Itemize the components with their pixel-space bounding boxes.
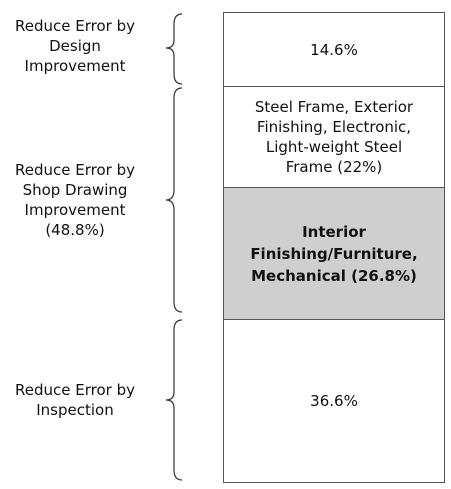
- label-line: Shop Drawing: [22, 181, 128, 199]
- category-label-shop-drawing: Reduce Error by Shop Drawing Improvement…: [0, 160, 150, 240]
- label-line: Reduce Error by: [15, 381, 135, 399]
- segment-text: Light-weight Steel: [265, 138, 403, 156]
- segment-steel-frame: Steel Frame, Exterior Finishing, Electro…: [224, 87, 444, 187]
- brace-inspection: [165, 319, 183, 481]
- label-line: Improvement: [24, 201, 126, 219]
- category-label-design: Reduce Error by Design Improvement: [0, 16, 150, 76]
- category-label-inspection: Reduce Error by Inspection: [0, 380, 150, 420]
- segment-text: Finishing/Furniture,: [250, 244, 418, 263]
- segment-design: 14.6%: [224, 13, 444, 87]
- label-line: Improvement: [24, 57, 126, 75]
- segment-text: Mechanical (26.8%): [251, 266, 417, 285]
- segment-text: Frame (22%): [285, 158, 383, 176]
- segment-text: Interior: [302, 222, 366, 241]
- segment-text: Finishing, Electronic,: [256, 118, 412, 136]
- label-line: Inspection: [36, 401, 114, 419]
- brace-shop-drawing: [165, 87, 183, 313]
- label-line: Reduce Error by: [15, 17, 135, 35]
- segment-text: 14.6%: [310, 40, 358, 59]
- brace-design: [165, 13, 183, 85]
- segment-text: 36.6%: [310, 392, 358, 410]
- label-line: Reduce Error by: [15, 161, 135, 179]
- segment-interior-finishing: Interior Finishing/Furniture, Mechanical…: [224, 187, 444, 320]
- error-breakdown-stack: 14.6% Steel Frame, Exterior Finishing, E…: [223, 12, 445, 483]
- label-line: Design: [49, 37, 101, 55]
- label-line: (48.8%): [45, 221, 105, 239]
- segment-text: Steel Frame, Exterior: [254, 98, 414, 116]
- segment-inspection: 36.6%: [224, 320, 444, 482]
